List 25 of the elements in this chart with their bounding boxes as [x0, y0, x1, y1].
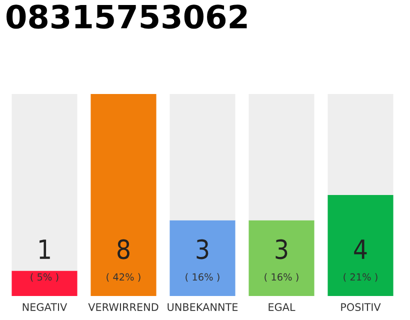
annotation: ( 42% ) — [106, 273, 140, 282]
annotation: ( 16% ) — [264, 273, 298, 282]
annotation: ( 16% ) — [186, 273, 220, 282]
x-tick-label: NEGATIV — [22, 303, 68, 312]
data-label: 1 — [40, 240, 50, 259]
bar — [170, 94, 236, 220]
bar — [12, 94, 78, 271]
annotation: ( 21% ) — [344, 273, 378, 282]
data-label: 3 — [276, 239, 288, 260]
bar — [248, 94, 314, 220]
x-tick-label: POSITIV — [341, 303, 381, 312]
x-tick-label: VERWIRREND — [88, 303, 158, 311]
bar — [170, 220, 236, 296]
bar — [328, 94, 394, 195]
x-tick-label: EGAL — [268, 303, 296, 312]
x-tick-label: UNBEKANNTE — [168, 303, 238, 312]
bar — [248, 220, 314, 296]
annotation: ( 5% ) — [30, 273, 58, 282]
bar — [12, 270, 78, 296]
data-label: 8 — [118, 239, 130, 260]
bar — [90, 94, 156, 296]
data-label: 4 — [354, 240, 367, 259]
data-label: 3 — [196, 239, 208, 260]
chart-title: 08315753062 — [6, 4, 247, 29]
bar — [328, 195, 394, 296]
